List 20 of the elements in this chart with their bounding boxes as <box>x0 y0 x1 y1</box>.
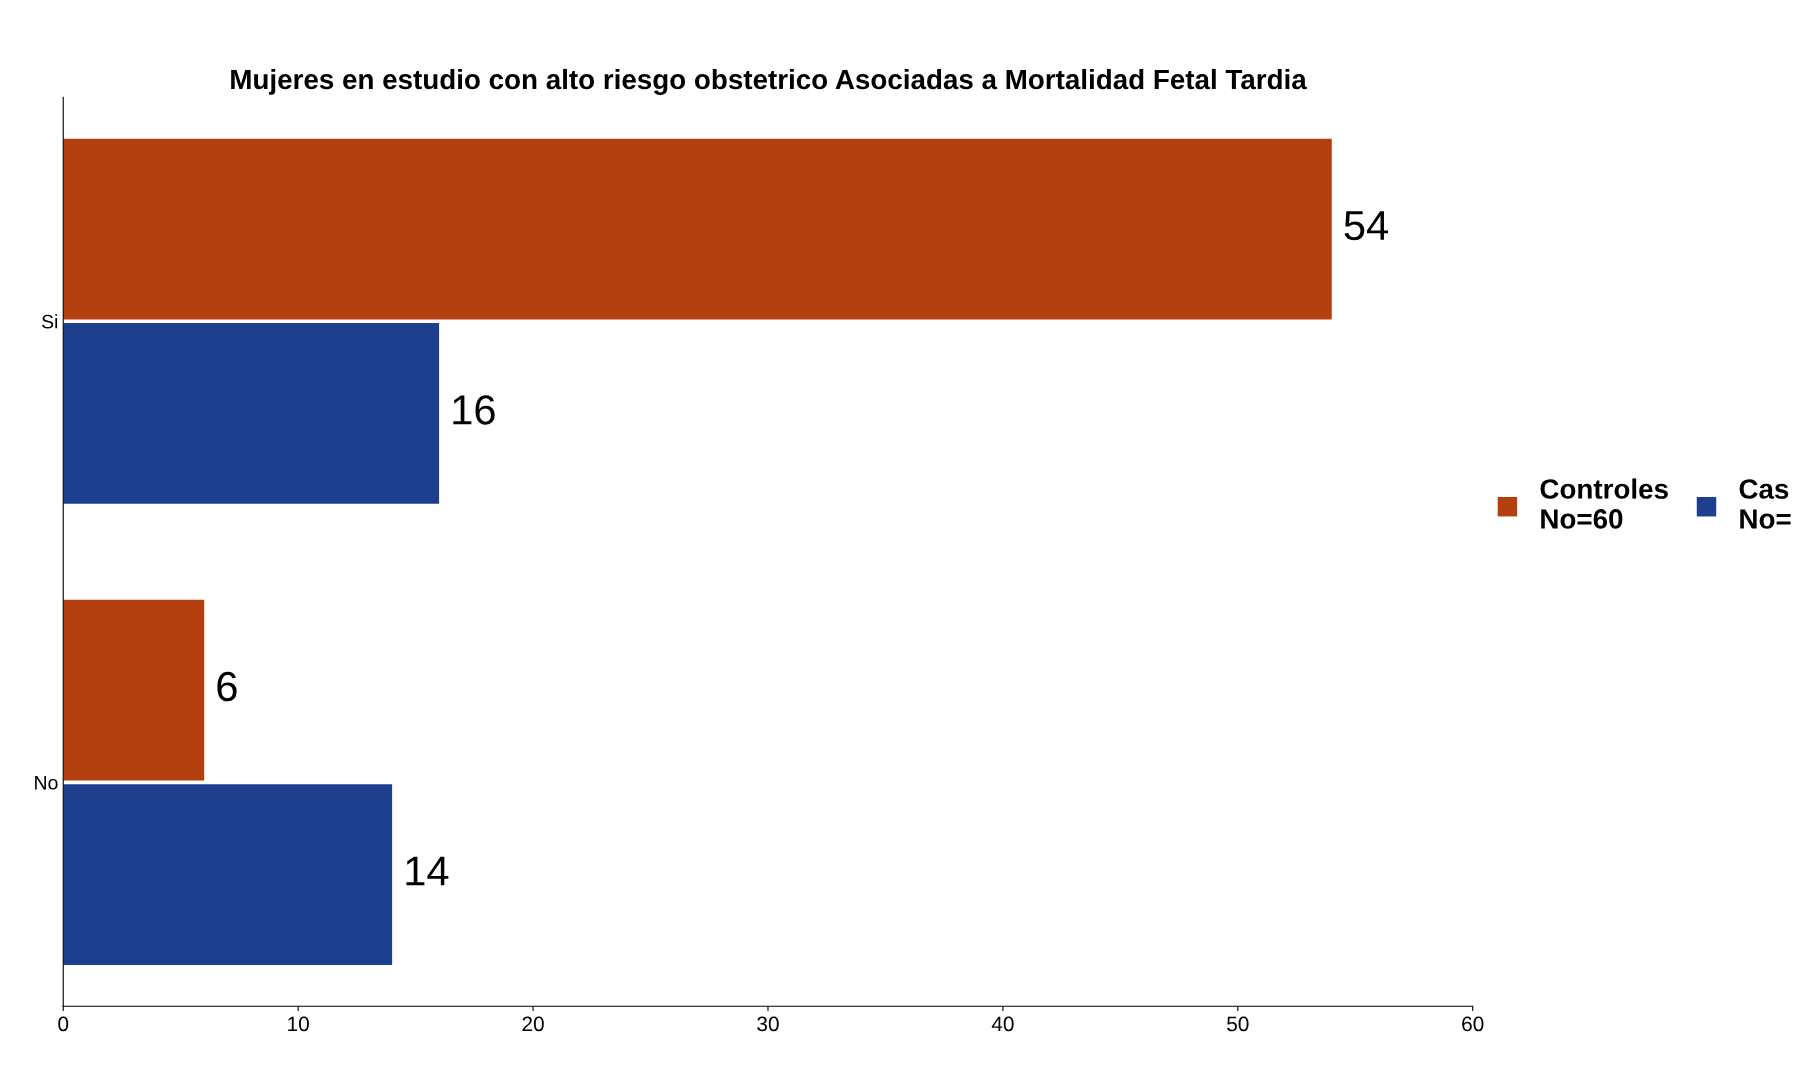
data-label: 16 <box>453 395 495 425</box>
bar <box>63 784 393 965</box>
x-tick-label: 60 <box>1462 1016 1484 1032</box>
y-tick-label: No <box>35 776 58 790</box>
x-tick-label: 30 <box>757 1016 779 1032</box>
x-tick-label: 0 <box>58 1016 69 1032</box>
x-tick-label: 40 <box>991 1016 1014 1032</box>
bar <box>63 138 1332 320</box>
data-label: 14 <box>406 856 449 886</box>
x-tick-label: 10 <box>288 1016 309 1032</box>
legend-label: Controles No=60 <box>1540 478 1668 529</box>
data-label: 54 <box>1344 211 1388 241</box>
x-tick-label: 50 <box>1227 1016 1249 1032</box>
x-tick-label: 20 <box>522 1016 544 1032</box>
chart-title: Mujeres en estudio con alto riesgo obstetrico Asociadas a Mortalidad Fetal Tardia <box>231 68 1307 95</box>
data-label: 6 <box>217 671 237 702</box>
bar <box>63 599 205 781</box>
bar <box>63 323 440 504</box>
y-tick-label: Si <box>41 314 58 329</box>
legend-label: Cas No= <box>1739 479 1791 529</box>
